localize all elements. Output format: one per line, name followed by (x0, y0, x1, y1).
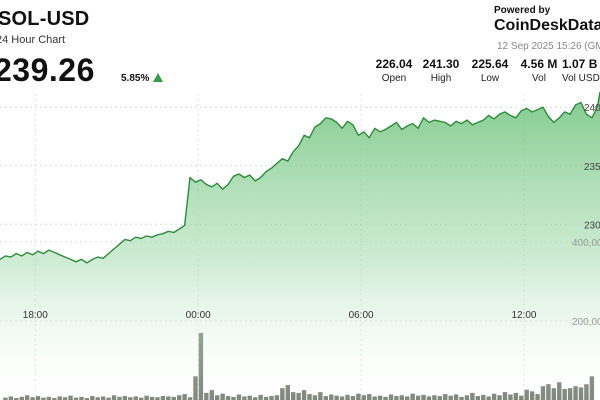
stat-high-label: High (430, 73, 452, 84)
stat-vol-usd: 1.07 B Vol USD (562, 57, 600, 84)
price-series-line (0, 91, 600, 264)
stat-vol-value: 4.56 M (520, 57, 558, 71)
volume-tick-label: 400,000 (572, 238, 600, 249)
stat-vol-usd-label: Vol USD (562, 73, 600, 84)
stat-open-label: Open (381, 73, 407, 84)
coindesk-data-logo[interactable]: CoinDeskData (494, 17, 600, 34)
price-area-fill (0, 92, 600, 400)
chart-subtitle: 24 Hour Chart (0, 34, 66, 46)
price-tick-label: 230.0 (584, 220, 600, 231)
stat-low-value: 225.64 (471, 57, 509, 71)
stat-low: 225.64 Low (462, 57, 518, 84)
time-tick-label: 12:00 (511, 310, 536, 321)
stat-vol: 4.56 M Vol (511, 57, 567, 84)
stat-open-value: 226.04 (375, 57, 413, 71)
stat-low-label: Low (480, 73, 500, 84)
stat-high: 241.30 High (413, 57, 469, 84)
time-tick-label: 18:00 (23, 310, 48, 321)
chart-title: SOL-USD (0, 8, 90, 30)
up-arrow-icon (153, 73, 163, 82)
stat-high-value: 241.30 (422, 57, 460, 71)
timestamp: 12 Sep 2025 15:26 (GMT) (497, 41, 600, 52)
price-change-percent: 5.85% (121, 73, 150, 84)
stat-vol-label: Vol (532, 73, 546, 84)
current-price: 239.26 (0, 52, 95, 88)
time-tick-label: 06:00 (349, 310, 374, 321)
powered-by-label: Powered by (494, 5, 551, 16)
price-tick-label: 240.0 (584, 103, 600, 114)
stat-vol-usd-value: 1.07 B (562, 57, 598, 71)
time-tick-label: 00:00 (186, 310, 211, 321)
volume-tick-label: 200,000 (572, 317, 600, 328)
stat-open: 226.04 Open (366, 57, 422, 84)
price-tick-label: 235.0 (584, 162, 600, 173)
